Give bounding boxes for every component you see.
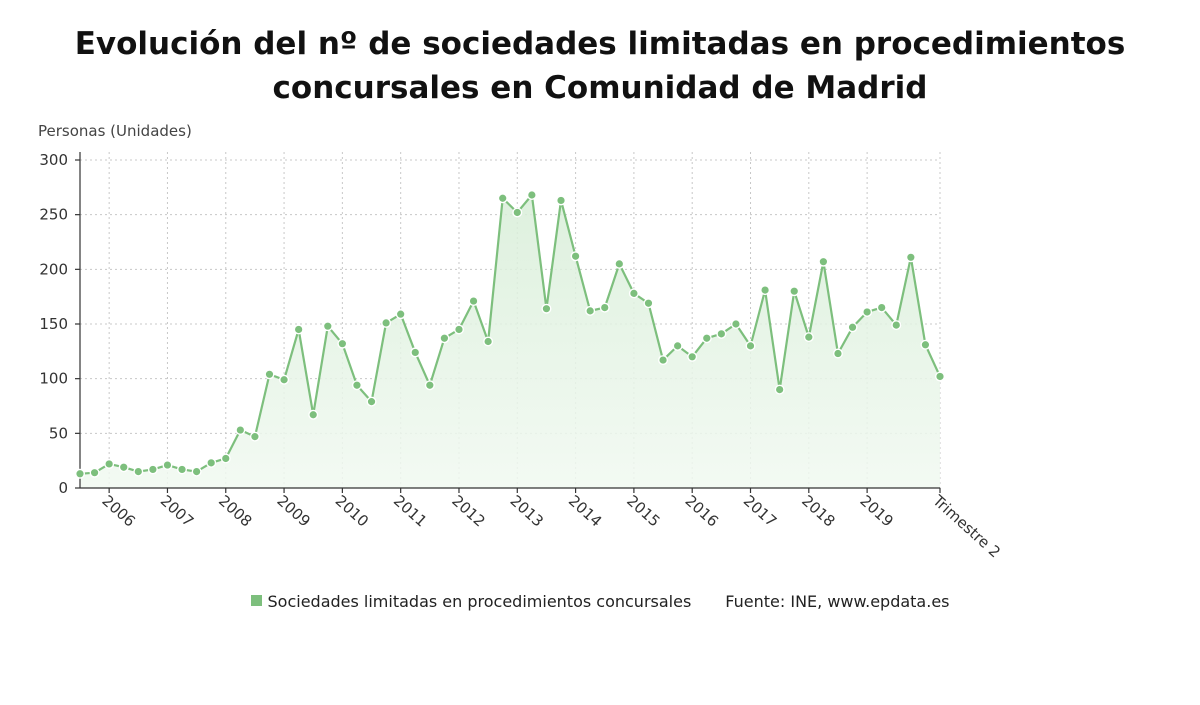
data-point[interactable] [483, 336, 494, 347]
legend: Sociedades limitadas en procedimientos c… [0, 592, 1200, 611]
data-point[interactable] [570, 251, 581, 262]
y-tick-labels: 0 50 100 150 200 250 300 [39, 151, 68, 497]
data-point[interactable] [760, 285, 771, 296]
data-point[interactable] [818, 256, 829, 267]
data-point[interactable] [512, 207, 523, 218]
x-tick-label: 2013 [507, 492, 547, 531]
data-point[interactable] [497, 193, 508, 204]
data-point[interactable] [410, 347, 421, 358]
data-point[interactable] [104, 458, 115, 469]
data-point[interactable] [614, 258, 625, 269]
data-point[interactable] [905, 252, 916, 263]
x-tick-label: 2014 [565, 492, 605, 531]
y-tick-label: 50 [49, 424, 68, 442]
data-point[interactable] [658, 355, 669, 366]
data-point[interactable] [453, 324, 464, 335]
axes [75, 152, 941, 493]
source-text: Fuente: INE, www.epdata.es [725, 592, 950, 611]
series-area [80, 194, 940, 488]
data-point[interactable] [876, 302, 887, 313]
area-fill [80, 194, 940, 488]
data-point[interactable] [745, 340, 756, 351]
data-point[interactable] [439, 333, 450, 344]
data-point[interactable] [206, 457, 217, 468]
data-point[interactable] [293, 324, 304, 335]
data-point[interactable] [381, 317, 392, 328]
data-point[interactable] [672, 340, 683, 351]
data-point[interactable] [74, 468, 85, 479]
data-point[interactable] [716, 328, 727, 339]
data-point[interactable] [395, 309, 406, 320]
data-point[interactable] [177, 464, 188, 475]
chart-title-line-1: Evolución del nº de sociedades limitadas… [74, 26, 1126, 62]
data-point[interactable] [220, 453, 231, 464]
x-tick-label: 2015 [623, 492, 663, 531]
x-tick-labels: 2006 2007 2008 2009 2010 2011 2012 2013 2014 2015… [98, 491, 1003, 561]
data-point[interactable] [279, 374, 290, 385]
data-point[interactable] [133, 466, 144, 477]
y-tick-label: 250 [39, 206, 68, 224]
data-point[interactable] [366, 396, 377, 407]
y-tick-label: 300 [39, 151, 68, 169]
data-point[interactable] [351, 380, 362, 391]
x-tick-label: 2016 [682, 492, 722, 531]
x-tick-label: 2012 [448, 492, 488, 531]
y-tick-label: 200 [39, 260, 68, 278]
data-point[interactable] [191, 466, 202, 477]
data-point[interactable] [322, 321, 333, 332]
data-point[interactable] [162, 460, 173, 471]
data-point[interactable] [803, 332, 814, 343]
y-tick-label: 100 [39, 370, 68, 388]
data-point[interactable] [585, 305, 596, 316]
data-point[interactable] [249, 431, 260, 442]
data-point[interactable] [643, 298, 654, 309]
x-tick-label: 2008 [215, 492, 255, 531]
data-point[interactable] [701, 333, 712, 344]
data-point[interactable] [235, 425, 246, 436]
data-point[interactable] [789, 286, 800, 297]
data-point[interactable] [628, 288, 639, 299]
data-point[interactable] [308, 409, 319, 420]
y-tick-label: 150 [39, 315, 68, 333]
data-point[interactable] [424, 380, 435, 391]
data-points [74, 189, 946, 479]
data-point[interactable] [891, 320, 902, 331]
data-point[interactable] [337, 338, 348, 349]
data-point[interactable] [264, 369, 275, 380]
data-point[interactable] [556, 195, 567, 206]
data-point[interactable] [774, 384, 785, 395]
x-tick-label: 2011 [390, 492, 430, 531]
data-point[interactable] [118, 462, 129, 473]
data-point[interactable] [730, 319, 741, 330]
x-tick-label: 2010 [332, 492, 372, 531]
legend-swatch [250, 595, 262, 606]
data-point[interactable] [89, 467, 100, 478]
data-point[interactable] [862, 306, 873, 317]
data-point[interactable] [832, 348, 843, 359]
chart-title: Evolución del nº de sociedades limitadas… [0, 22, 1200, 110]
data-point[interactable] [147, 464, 158, 475]
x-tick-label: 2017 [740, 492, 780, 531]
x-tick-label: 2019 [856, 492, 896, 531]
data-point[interactable] [687, 351, 698, 362]
y-tick-label: 0 [58, 479, 68, 497]
data-point[interactable] [541, 303, 552, 314]
x-tick-label: 2009 [273, 492, 313, 531]
data-point[interactable] [935, 371, 946, 382]
data-point[interactable] [599, 302, 610, 313]
data-point[interactable] [468, 296, 479, 307]
x-tick-label: Trimestre 2 [929, 491, 1004, 561]
x-tick-label: 2007 [157, 492, 197, 531]
data-point[interactable] [920, 339, 931, 350]
y-axis-label: Personas (Unidades) [38, 122, 192, 140]
x-tick-label: 2018 [798, 492, 838, 531]
data-point[interactable] [847, 322, 858, 333]
data-point[interactable] [526, 189, 537, 200]
legend-series-label: Sociedades limitadas en procedimientos c… [267, 592, 692, 611]
x-tick-label: 2006 [98, 492, 138, 531]
chart-title-line-2: concursales en Comunidad de Madrid [272, 70, 928, 106]
